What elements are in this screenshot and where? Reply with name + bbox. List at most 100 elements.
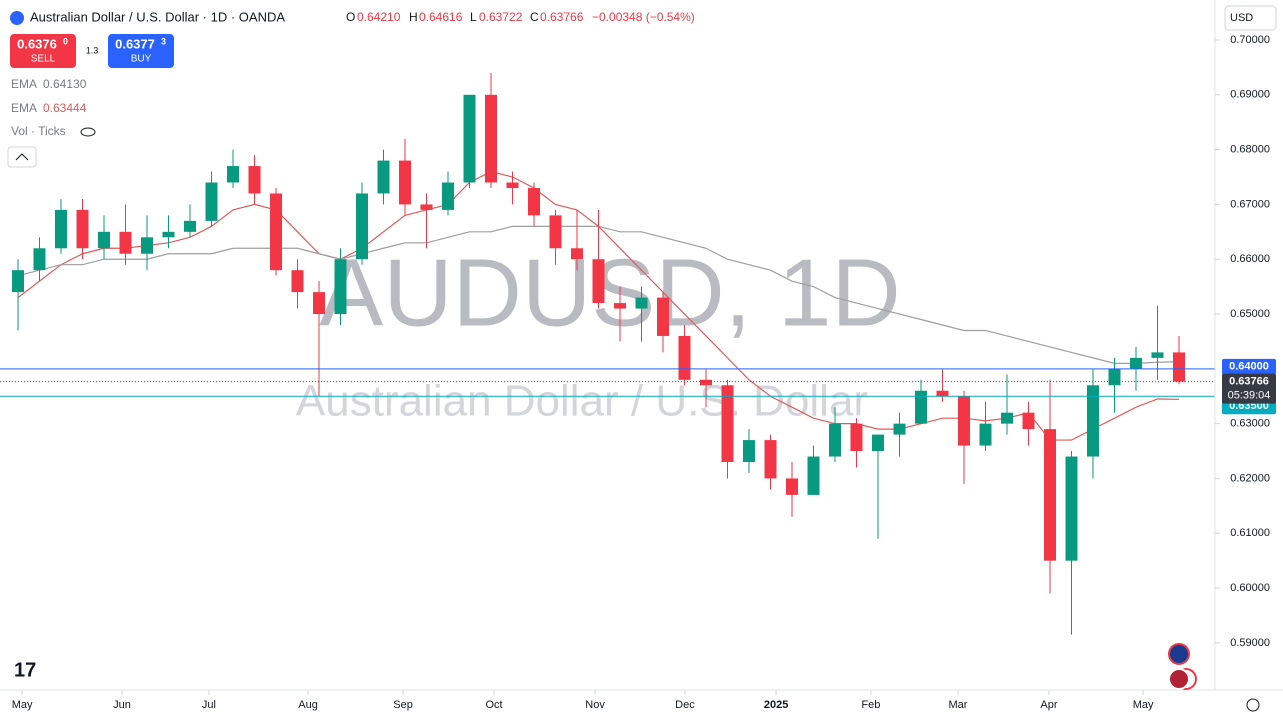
candle-body <box>76 209 89 249</box>
candle-body <box>915 390 927 424</box>
candle-body <box>227 166 239 183</box>
candle-body <box>571 248 583 260</box>
x-tick-label: Dec <box>675 699 695 711</box>
candle-body <box>291 270 304 293</box>
buy-button[interactable] <box>108 34 174 68</box>
buy-label: BUY <box>131 54 152 65</box>
candle-body <box>1173 352 1185 382</box>
candle-body <box>829 423 841 457</box>
candle-body <box>635 297 648 309</box>
ohlc-label: O <box>346 10 355 24</box>
candle-body <box>399 160 411 205</box>
level-label: 0.64000 <box>1229 361 1269 373</box>
candle-body <box>678 335 691 380</box>
y-tick-label: 0.69000 <box>1230 89 1270 101</box>
candle-body <box>205 182 218 221</box>
y-tick-label: 0.61000 <box>1230 527 1270 539</box>
symbol-icon[interactable] <box>10 11 24 25</box>
ohlc-value: 0.63722 <box>479 10 523 24</box>
ohlc-label: C <box>530 10 539 24</box>
buy-price: 0.6377 <box>115 36 155 51</box>
candle-body <box>248 166 261 194</box>
indicator-value: 0.63444 <box>43 101 87 115</box>
candle-body <box>614 303 626 309</box>
candle-body <box>141 237 153 254</box>
candle-body <box>463 94 476 183</box>
plot <box>0 72 1215 635</box>
candle-body <box>442 182 454 210</box>
candle-body <box>506 182 519 188</box>
sell-label: SELL <box>31 54 56 65</box>
flag-icon <box>1168 668 1190 690</box>
ohlc-label: L <box>470 10 477 24</box>
candle-body <box>1065 456 1078 561</box>
candle-body <box>55 209 67 249</box>
candle-body <box>1087 385 1099 457</box>
candle-body <box>420 204 433 210</box>
x-tick-label: Nov <box>585 699 605 711</box>
x-tick-label: Apr <box>1040 699 1057 711</box>
spread: 1.3 <box>86 45 99 55</box>
candle-body <box>528 187 540 216</box>
x-tick-label: Sep <box>393 699 413 711</box>
candle-body <box>270 193 282 271</box>
currency-button[interactable] <box>1224 5 1277 31</box>
flag-icon <box>1168 643 1190 665</box>
candle-body <box>1130 357 1142 369</box>
collapse-button[interactable] <box>7 146 37 168</box>
symbol-title[interactable]: Australian Dollar / U.S. Dollar · 1D · O… <box>30 9 285 24</box>
indicator-value: 0.64130 <box>43 77 87 91</box>
currency: USD <box>1230 12 1253 24</box>
indicator-label[interactable]: EMA <box>11 101 37 115</box>
candle-body <box>1022 412 1035 430</box>
candle-body <box>743 440 755 463</box>
y-tick-label: 0.66000 <box>1230 253 1270 265</box>
last-price-label: 0.63766 <box>1229 376 1269 388</box>
x-tick-label: Mar <box>949 699 968 711</box>
candle-body <box>592 259 605 304</box>
candle-body <box>184 220 196 232</box>
indicator-label[interactable]: EMA <box>11 77 37 91</box>
candle-body <box>1044 429 1056 561</box>
ohlc-label: H <box>409 10 418 24</box>
countdown: 05:39:04 <box>1228 390 1271 402</box>
candle-body <box>1108 368 1121 386</box>
ohlc-value: 0.64616 <box>419 10 463 24</box>
y-tick-label: 0.67000 <box>1230 198 1270 210</box>
ohlc-value: 0.64210 <box>357 10 401 24</box>
candle-body <box>764 440 777 479</box>
candle-body <box>162 231 175 238</box>
candle-body <box>786 478 798 495</box>
candle-body <box>850 423 863 452</box>
indicator-label[interactable]: Vol · Ticks <box>11 124 66 138</box>
candle-body <box>979 423 992 446</box>
sell-price-sup: 0 <box>63 36 68 46</box>
y-tick-label: 0.65000 <box>1230 308 1270 320</box>
y-tick-label: 0.68000 <box>1230 144 1270 156</box>
sell-price: 0.6376 <box>17 36 57 51</box>
y-tick-label: 0.59000 <box>1230 637 1270 649</box>
candle-body <box>872 434 884 452</box>
candle-body <box>700 379 712 386</box>
buy-price-sup: 3 <box>161 36 166 46</box>
x-tick-label: Oct <box>485 699 502 711</box>
x-tick-label: May <box>12 699 33 711</box>
candle-body <box>1001 412 1013 424</box>
last-price-badge <box>1222 373 1276 404</box>
ohlc-value: 0.63766 <box>540 10 584 24</box>
y-tick-label: 0.70000 <box>1230 34 1270 46</box>
candle-body <box>893 423 906 435</box>
candle-body <box>98 231 110 249</box>
candle-body <box>12 270 24 293</box>
collapse-icon <box>15 153 29 161</box>
x-tick-label: Aug <box>298 699 318 711</box>
x-tick-label: 2025 <box>764 699 788 711</box>
y-tick-label: 0.60000 <box>1230 582 1270 594</box>
ohlc-change: −0.00348 (−0.54%) <box>592 10 695 24</box>
watermark-name: Australian Dollar / U.S. Dollar <box>296 377 868 426</box>
hide-icon[interactable] <box>80 127 96 137</box>
x-tick-label: Jul <box>202 699 216 711</box>
settings-icon[interactable] <box>1246 698 1260 712</box>
sell-button[interactable] <box>10 34 76 68</box>
